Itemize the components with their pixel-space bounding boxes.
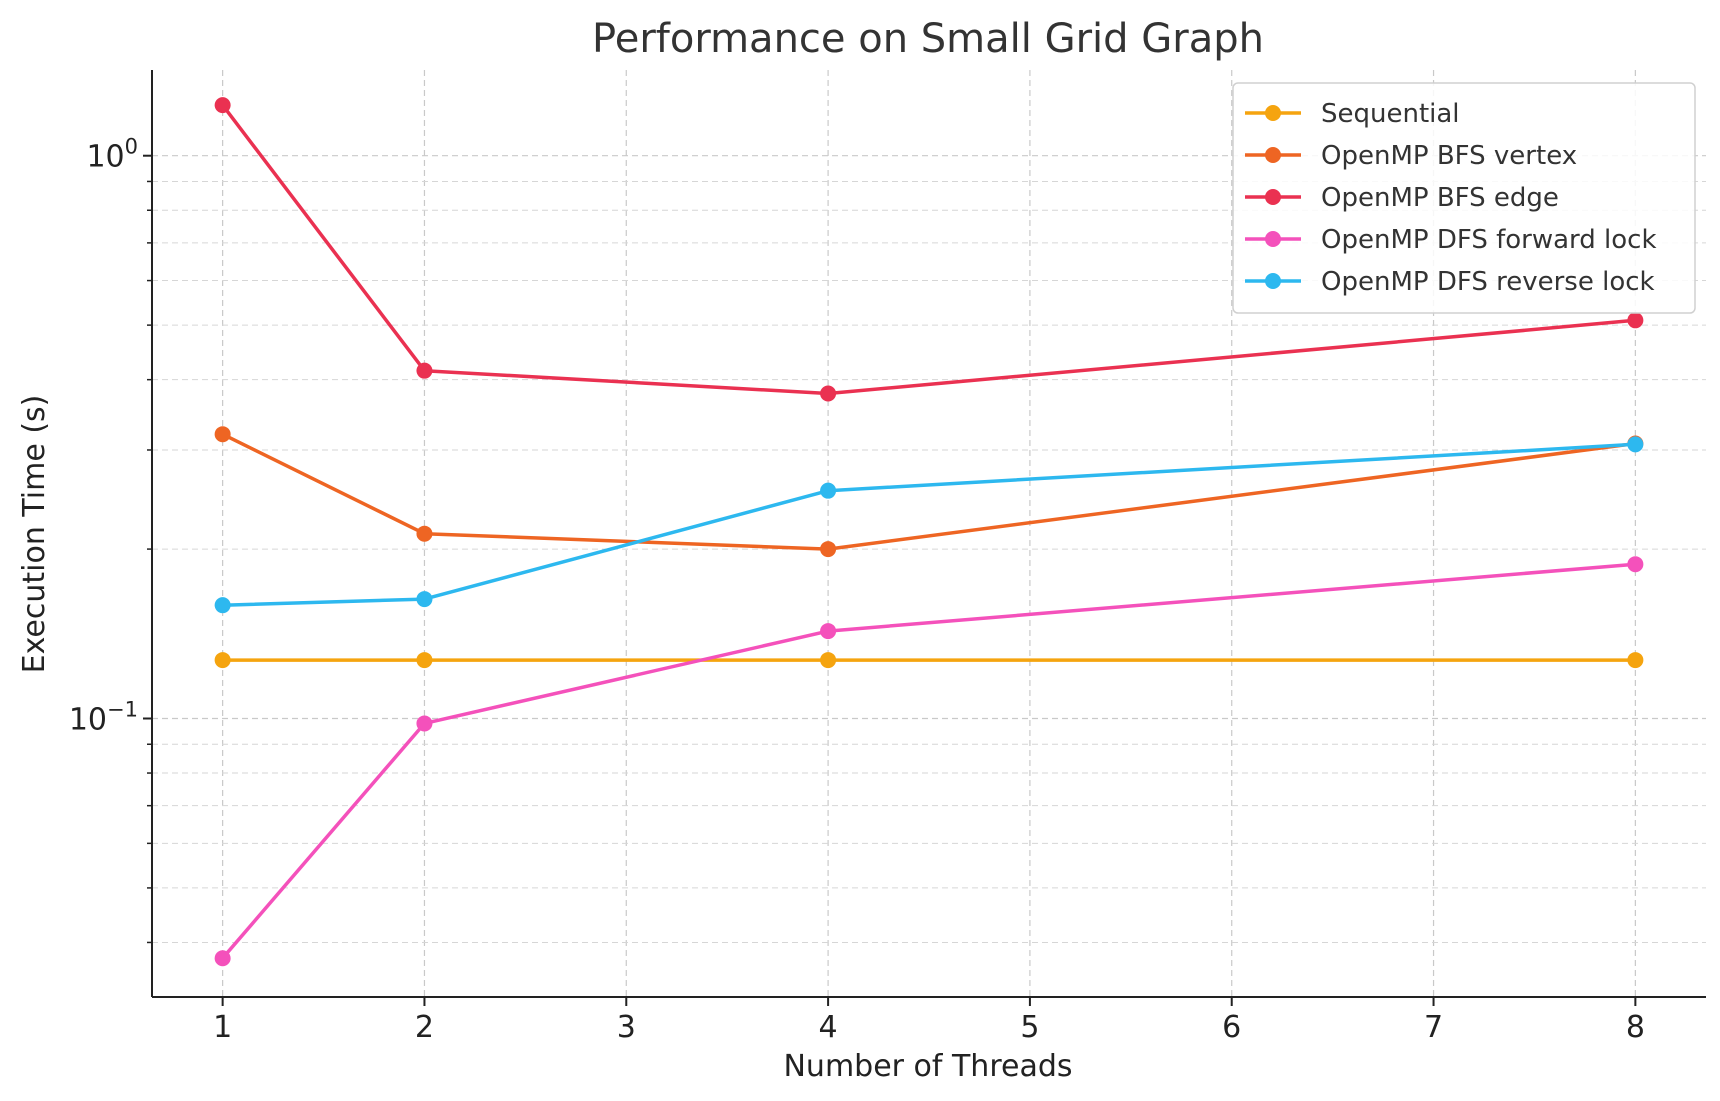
data-point <box>820 385 837 402</box>
series-line <box>222 442 1636 607</box>
legend-marker <box>1265 273 1281 289</box>
x-ticks: 1 2 3 4 5 6 7 8 <box>213 997 1645 1045</box>
series-openmp-dfs-forward-lock <box>214 556 1644 967</box>
legend-label: OpenMP DFS forward lock <box>1321 225 1657 255</box>
data-point <box>820 541 837 558</box>
series-line <box>221 104 1636 396</box>
x-tick-label: 4 <box>819 1010 838 1045</box>
x-tick-label: 5 <box>1020 1010 1039 1045</box>
legend-item: OpenMP DFS forward lock <box>1245 225 1657 255</box>
legend-marker <box>1265 147 1281 163</box>
x-tick-label: 6 <box>1222 1010 1241 1045</box>
y-tick-label: 10−1 <box>69 698 138 738</box>
legend-marker <box>1265 189 1281 205</box>
series-openmp-bfs-edge <box>214 97 1644 402</box>
data-point <box>820 482 837 499</box>
x-tick-label: 8 <box>1626 1010 1645 1045</box>
data-point <box>214 97 231 114</box>
x-tick-label: 1 <box>213 1010 232 1045</box>
y-tick-label: 100 <box>86 135 138 175</box>
y-ticks: 100 10−1 <box>69 135 152 944</box>
legend-marker <box>1265 105 1281 121</box>
data-point <box>416 591 433 608</box>
legend-item: Sequential <box>1245 99 1460 129</box>
legend-label: OpenMP BFS vertex <box>1321 141 1577 171</box>
y-axis-label: Execution Time (s) <box>17 395 52 674</box>
data-point <box>416 652 433 669</box>
data-point <box>820 652 837 669</box>
data-point <box>416 362 433 379</box>
data-point <box>214 597 231 614</box>
data-point <box>1627 652 1644 669</box>
legend-label: Sequential <box>1321 99 1460 129</box>
x-tick-label: 3 <box>617 1010 636 1045</box>
legend-label: OpenMP BFS edge <box>1321 183 1559 213</box>
series-sequential <box>214 652 1644 669</box>
chart-title: Performance on Small Grid Graph <box>592 16 1264 62</box>
data-point <box>416 525 433 542</box>
x-axis-label: Number of Threads <box>783 1049 1072 1084</box>
legend-item: OpenMP BFS vertex <box>1245 141 1577 171</box>
legend-frame <box>1232 82 1696 314</box>
x-tick-label: 7 <box>1424 1010 1443 1045</box>
series-openmp-dfs-reverse-lock <box>214 436 1644 614</box>
data-point <box>1627 436 1644 453</box>
legend-item: OpenMP DFS reverse lock <box>1245 267 1655 297</box>
series-group <box>214 97 1644 967</box>
data-point <box>1627 556 1644 573</box>
data-point <box>214 426 231 443</box>
legend-label: OpenMP DFS reverse lock <box>1321 267 1655 297</box>
legend-item: OpenMP BFS edge <box>1245 183 1559 213</box>
series-line <box>221 432 1636 551</box>
legend: Sequential OpenMP BFS vertex OpenMP BFS ed… <box>1232 82 1696 314</box>
x-tick-label: 2 <box>415 1010 434 1045</box>
series-line <box>221 562 1636 960</box>
legend-marker <box>1265 231 1281 247</box>
axes-spines <box>151 70 1706 998</box>
series-openmp-bfs-vertex <box>214 426 1644 558</box>
data-point <box>820 623 837 640</box>
data-point <box>214 950 231 967</box>
data-point <box>416 715 433 732</box>
data-point <box>1627 312 1644 329</box>
data-point <box>214 652 231 669</box>
